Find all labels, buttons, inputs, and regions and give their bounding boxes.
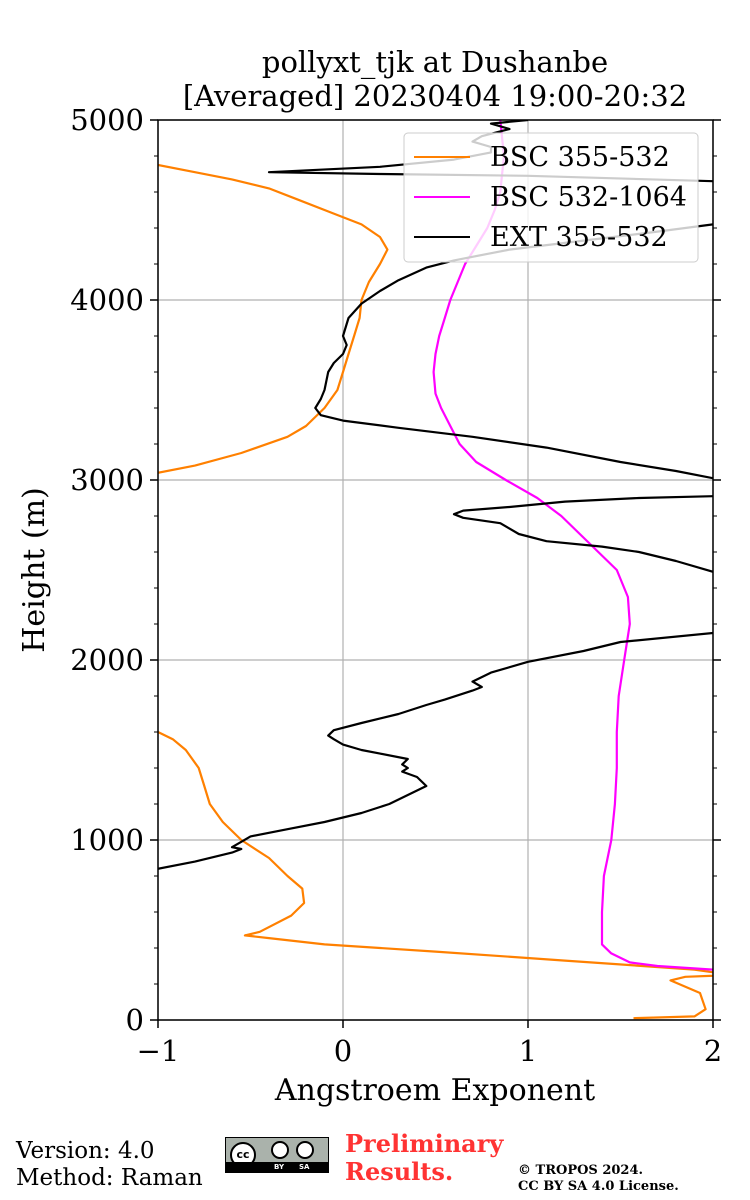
- y-tick-label: 2000: [70, 643, 144, 677]
- legend-label-bsc-532-1064: BSC 532-1064: [490, 182, 687, 213]
- preliminary-line-2: Results.: [345, 1157, 454, 1186]
- y-tick-label: 3000: [70, 463, 144, 497]
- x-axis-label: Angstroem Exponent: [274, 1073, 595, 1108]
- version-info: Version: 4.0 Method: Raman: [16, 1138, 203, 1192]
- chart-subtitle: [Averaged] 20230404 19:00-20:32: [183, 79, 687, 113]
- x-tick-label: 0: [334, 1034, 352, 1068]
- copyright-line-2: CC BY SA 4.0 License.: [518, 1179, 679, 1194]
- axis-ticks: [150, 119, 721, 1028]
- y-tick-label: 4000: [70, 283, 144, 317]
- y-tick-label: 1000: [70, 823, 144, 857]
- plot-frame: [157, 119, 714, 1021]
- cc-by-label: BY: [274, 1163, 285, 1171]
- version-text: Version: 4.0: [16, 1138, 155, 1164]
- method-text: Method: Raman: [16, 1165, 203, 1191]
- cc-sa-label: SA: [299, 1163, 310, 1171]
- chart-title: pollyxt_tjk at Dushanbe: [262, 45, 608, 80]
- y-axis-label: Height (m): [17, 487, 52, 652]
- series-line-ext-355-532: [158, 631, 713, 870]
- attribution-icon: [271, 1141, 289, 1159]
- cc-badge-bar: [226, 1162, 328, 1172]
- x-tick-label: 2: [704, 1034, 722, 1068]
- series-line-bsc-355-532: [158, 731, 713, 1020]
- legend-label-ext-355-532: EXT 355-532: [490, 222, 668, 253]
- legend: BSC 355-532 BSC 532-1064 EXT 355-532: [403, 132, 699, 263]
- series-line-bsc-355-532: [158, 163, 389, 474]
- y-tick-label: 5000: [70, 103, 144, 137]
- preliminary-line-1: Preliminary: [345, 1129, 504, 1158]
- x-tick-label: −1: [137, 1034, 180, 1068]
- legend-label-bsc-355-532: BSC 355-532: [490, 142, 670, 173]
- y-tick-label: 0: [126, 1003, 144, 1037]
- share-alike-icon: [296, 1141, 314, 1159]
- series-line-ext-355-532: [452, 495, 713, 573]
- preliminary-notice: Preliminary Results.: [345, 1130, 503, 1186]
- copyright-notice: © TROPOS 2024. CC BY SA 4.0 License.: [518, 1163, 679, 1195]
- cc-license-badge: cc BY SA: [225, 1137, 329, 1173]
- copyright-line-1: © TROPOS 2024.: [518, 1163, 644, 1178]
- legend-box: [403, 132, 699, 263]
- x-tick-label: 1: [519, 1034, 537, 1068]
